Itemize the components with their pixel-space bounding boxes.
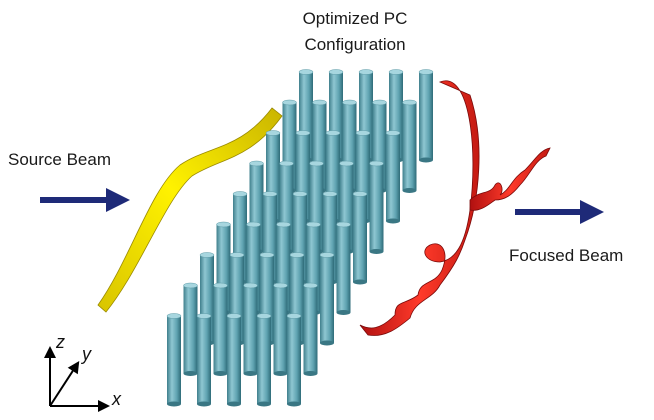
pillar-top [402, 99, 417, 106]
pillar-base [320, 340, 334, 346]
pillar-top [216, 221, 231, 228]
pillar-base [257, 401, 271, 407]
pillar-base [386, 218, 400, 224]
pillar-base [183, 371, 198, 376]
pillar-top [319, 252, 335, 258]
pillar-top [309, 160, 324, 167]
pillar-top [298, 69, 314, 75]
pillar [402, 102, 417, 191]
pillar-top [286, 313, 302, 319]
pillar [257, 316, 271, 404]
pillar-top [325, 130, 341, 136]
pillar [320, 255, 334, 343]
pillar-base [402, 188, 417, 193]
pillar-top [249, 160, 264, 167]
pillar [287, 316, 301, 404]
axis-y [49, 360, 80, 407]
pillar-top [229, 252, 245, 258]
pillar-top [243, 282, 258, 289]
pillar-top [336, 221, 351, 228]
pillar [419, 72, 433, 160]
pillar [369, 163, 384, 252]
pillar-base [197, 401, 211, 407]
pillar-base [336, 310, 351, 315]
pillar-top [292, 191, 308, 197]
pillar-top [256, 313, 272, 319]
pillar-top [312, 99, 327, 106]
pillar-top [232, 191, 248, 197]
pillar-base [353, 279, 367, 285]
pillar-top [322, 191, 338, 197]
pillar-top [279, 160, 294, 167]
pillar-top [213, 282, 228, 289]
pillar-top [385, 130, 401, 136]
pillar-top [369, 160, 384, 167]
pillar [273, 285, 288, 374]
pillar-top [262, 191, 278, 197]
pillar-base [303, 371, 318, 376]
pillar-top [199, 252, 215, 258]
pillar-top [358, 69, 374, 75]
axis-y-label: y [80, 344, 92, 364]
pillar-base [369, 249, 384, 254]
pillar [197, 316, 211, 404]
pillar-top [226, 313, 242, 319]
pillar-top [306, 221, 321, 228]
pillar-top [265, 130, 281, 136]
pillar [303, 285, 318, 374]
pillar-top [418, 69, 434, 75]
pillar [227, 316, 241, 404]
pillar-base [287, 401, 301, 407]
pillar-base [227, 401, 241, 407]
pillar [386, 133, 400, 221]
title: Configuration [304, 35, 405, 54]
pillar [183, 285, 198, 374]
pillar-top [273, 282, 288, 289]
focused-wave [359, 80, 480, 336]
axis-z-label: z [55, 332, 65, 352]
pillar-top [352, 191, 368, 197]
pillar-top [342, 99, 357, 106]
pillar-base [243, 371, 258, 376]
title: Optimized PC [303, 9, 408, 28]
source-label: Source Beam [8, 150, 111, 169]
pillar-top [295, 130, 311, 136]
pillar-top [372, 99, 387, 106]
pillar-top [183, 282, 198, 289]
pillar-top [246, 221, 261, 228]
pillar-top [282, 99, 297, 106]
pillar [243, 285, 258, 374]
pillar-top [339, 160, 354, 167]
pillar-base [213, 371, 228, 376]
pillar-top [259, 252, 275, 258]
pillar-base [167, 401, 181, 407]
source-wave [97, 107, 283, 313]
pillar [336, 224, 351, 313]
pillar-top [166, 313, 182, 319]
pillar [353, 194, 367, 282]
pillar-base [273, 371, 288, 376]
pillar [167, 316, 181, 404]
pillar-base [419, 157, 433, 163]
pillar-top [303, 282, 318, 289]
pillar-top [196, 313, 212, 319]
axis-x-label: x [111, 389, 122, 409]
focused-label: Focused Beam [509, 246, 623, 265]
photonic-crystal [166, 69, 434, 407]
pillar-top [289, 252, 305, 258]
focused-wave [469, 147, 551, 211]
pillar-top [328, 69, 344, 75]
pillar [213, 285, 228, 374]
pillar-top [355, 130, 371, 136]
pillar-top [388, 69, 404, 75]
pillar-top [276, 221, 291, 228]
